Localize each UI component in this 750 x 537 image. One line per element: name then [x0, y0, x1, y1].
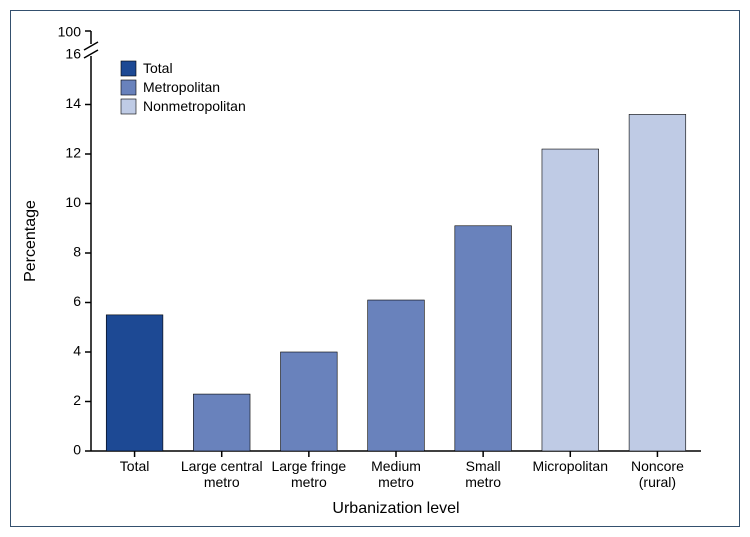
x-tick-label: Small	[466, 458, 501, 474]
bar	[106, 315, 163, 451]
y-tick-label: 10	[65, 194, 81, 210]
y-axis-title: Percentage	[22, 200, 39, 282]
bar	[629, 114, 686, 451]
legend-swatch	[121, 99, 136, 114]
y-tick-label: 8	[73, 244, 81, 260]
x-tick-label: (rural)	[639, 474, 676, 490]
y-tick-label: 16	[65, 46, 81, 62]
y-tick-label: 0	[73, 442, 81, 458]
x-tick-label: Large fringe	[271, 458, 346, 474]
legend-swatch	[121, 80, 136, 95]
x-tick-label: Medium	[371, 458, 421, 474]
x-tick-label: metro	[465, 474, 501, 490]
x-tick-label: Micropolitan	[533, 458, 608, 474]
bar	[455, 226, 512, 451]
legend-label: Nonmetropolitan	[143, 98, 246, 114]
bar	[281, 352, 338, 451]
y-tick-label: 6	[73, 293, 81, 309]
x-axis-title: Urbanization level	[332, 500, 459, 517]
legend-swatch	[121, 61, 136, 76]
chart-container: 0 2 4 6 8 10 12 14 16 100 Percentage Total Large cen…	[10, 10, 740, 527]
bar	[542, 149, 599, 451]
x-tick-label: metro	[291, 474, 327, 490]
bar	[193, 394, 250, 451]
x-tick-label: Large central	[181, 458, 263, 474]
y-tick-label: 12	[65, 145, 81, 161]
legend-label: Total	[143, 60, 173, 76]
y-tick-label: 14	[65, 95, 81, 111]
y-tick-label: 2	[73, 392, 81, 408]
x-tick-label: metro	[204, 474, 240, 490]
y-tick-label: 100	[58, 24, 82, 40]
x-tick-label: Total	[120, 458, 150, 474]
legend-label: Metropolitan	[143, 79, 220, 95]
bar-chart: 0 2 4 6 8 10 12 14 16 100 Percentage Total Large cen…	[11, 11, 741, 528]
x-tick-label: metro	[378, 474, 414, 490]
y-tick-label: 4	[73, 343, 81, 359]
x-tick-label: Noncore	[631, 458, 684, 474]
bar	[368, 300, 425, 451]
